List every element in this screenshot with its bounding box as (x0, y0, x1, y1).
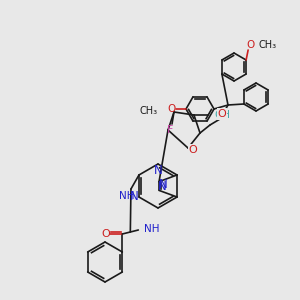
Text: N: N (159, 178, 167, 191)
Text: O: O (101, 229, 110, 239)
Text: O: O (167, 104, 175, 114)
Text: CH₃: CH₃ (140, 106, 158, 116)
Text: O: O (246, 40, 254, 50)
Text: N: N (154, 164, 162, 178)
Text: CH₃: CH₃ (258, 40, 276, 50)
Text: F: F (167, 125, 173, 135)
Text: N: N (158, 180, 167, 193)
Text: NH: NH (119, 191, 135, 201)
Text: OH: OH (214, 110, 230, 120)
Text: O: O (189, 145, 197, 155)
Text: N: N (130, 190, 138, 203)
Text: O: O (218, 109, 226, 119)
Text: NH: NH (144, 224, 160, 234)
